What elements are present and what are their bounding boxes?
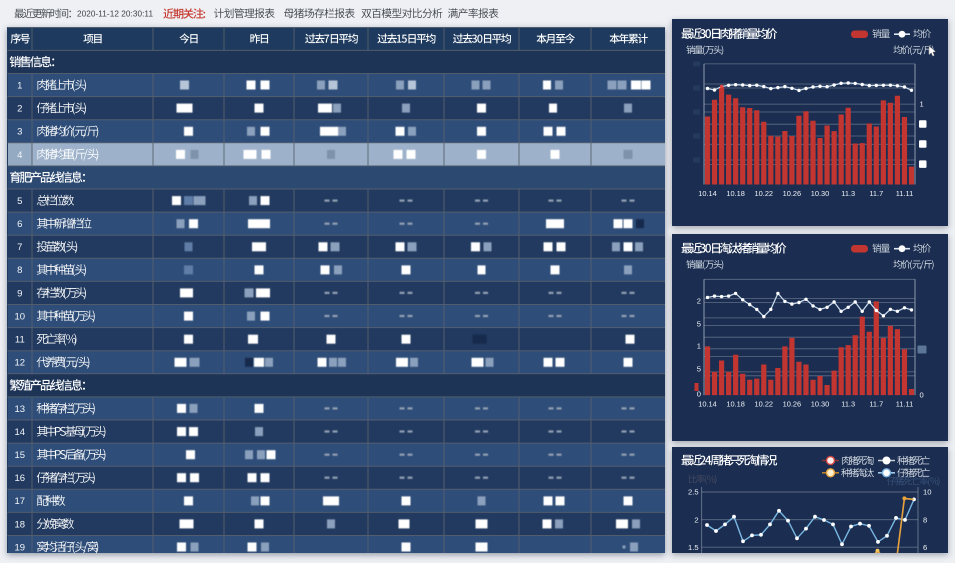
svg-text:11.3: 11.3 [841,400,855,409]
svg-text:5: 5 [697,364,701,373]
svg-text:5: 5 [697,319,701,328]
svg-text:12: 12 [15,358,26,369]
svg-text:16: 16 [15,473,26,484]
svg-text:10.18: 10.18 [726,400,745,409]
svg-text:11.3: 11.3 [841,189,855,198]
svg-text:0: 0 [920,391,924,400]
svg-text:10: 10 [923,488,931,497]
svg-text:10.22: 10.22 [755,400,774,409]
svg-text:6: 6 [923,543,927,552]
svg-text:1: 1 [920,100,924,109]
svg-text:10: 10 [15,311,26,322]
svg-text:10.22: 10.22 [755,189,774,198]
svg-text:11.7: 11.7 [869,400,883,409]
svg-text:15: 15 [15,450,26,461]
svg-text:19: 19 [15,542,26,553]
svg-text:10.26: 10.26 [783,189,802,198]
svg-text:2: 2 [697,297,701,306]
svg-text:11: 11 [15,335,25,346]
svg-text:1.5: 1.5 [688,543,699,552]
svg-text:17: 17 [15,496,26,507]
svg-text:1: 1 [697,341,701,350]
svg-text:9: 9 [17,288,22,299]
svg-text:18: 18 [15,519,26,530]
svg-text:8: 8 [17,265,22,276]
svg-text:10.30: 10.30 [811,189,830,198]
svg-text:10.14: 10.14 [698,400,717,409]
svg-text:6: 6 [17,219,22,230]
svg-text:10.18: 10.18 [726,189,745,198]
svg-text:2: 2 [17,104,22,115]
svg-text:14: 14 [15,427,26,438]
svg-text:8: 8 [923,515,927,524]
svg-text:11.11: 11.11 [896,189,913,198]
svg-text:3: 3 [17,127,22,138]
svg-text:13: 13 [15,404,26,415]
svg-text:10.26: 10.26 [783,400,802,409]
svg-text:10.14: 10.14 [698,189,717,198]
svg-text:1: 1 [17,81,22,92]
svg-text:10.30: 10.30 [811,400,830,409]
svg-text:4: 4 [17,150,22,161]
svg-text:5: 5 [17,196,22,207]
svg-text:2020-11-12 20:30:11: 2020-11-12 20:30:11 [77,9,153,18]
svg-text:7: 7 [17,242,22,253]
svg-text:2: 2 [694,515,698,524]
svg-text:11.7: 11.7 [869,189,883,198]
svg-text:0: 0 [697,390,701,399]
svg-text:11.11: 11.11 [896,400,913,409]
svg-text:2.5: 2.5 [688,488,699,497]
